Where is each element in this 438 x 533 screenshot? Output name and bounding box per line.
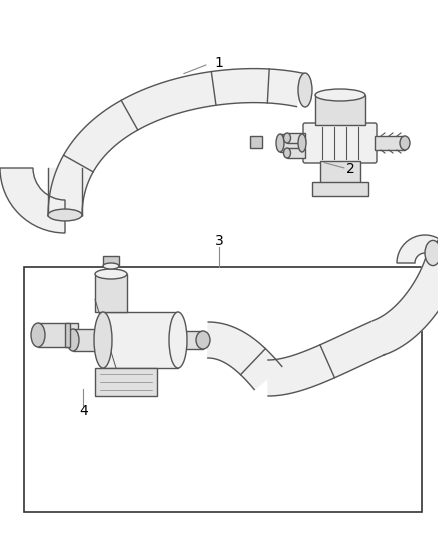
Ellipse shape xyxy=(196,331,210,349)
Ellipse shape xyxy=(95,269,127,279)
Wedge shape xyxy=(0,168,65,233)
Polygon shape xyxy=(208,322,282,390)
Ellipse shape xyxy=(31,323,45,347)
Bar xyxy=(280,134,302,152)
Ellipse shape xyxy=(169,312,187,368)
Polygon shape xyxy=(268,321,385,396)
Polygon shape xyxy=(48,168,82,215)
Text: 4: 4 xyxy=(79,405,88,418)
Ellipse shape xyxy=(48,209,82,221)
Polygon shape xyxy=(372,257,438,355)
Ellipse shape xyxy=(94,312,112,368)
Ellipse shape xyxy=(425,240,438,265)
Bar xyxy=(287,133,305,143)
Ellipse shape xyxy=(283,148,290,158)
Bar xyxy=(287,148,305,158)
Bar xyxy=(103,312,178,368)
Bar xyxy=(24,267,422,512)
Bar xyxy=(73,329,103,351)
Bar xyxy=(375,136,405,150)
Bar xyxy=(95,274,127,312)
Ellipse shape xyxy=(315,89,365,101)
FancyBboxPatch shape xyxy=(303,123,377,163)
Polygon shape xyxy=(48,69,304,216)
Ellipse shape xyxy=(103,263,119,269)
Bar xyxy=(38,323,78,347)
Bar xyxy=(250,136,262,148)
Text: 2: 2 xyxy=(346,163,355,176)
Text: 1: 1 xyxy=(215,56,223,70)
Ellipse shape xyxy=(283,133,290,143)
Bar xyxy=(315,95,365,125)
Ellipse shape xyxy=(400,136,410,150)
Bar xyxy=(103,256,119,266)
Wedge shape xyxy=(397,235,438,263)
Ellipse shape xyxy=(67,329,79,351)
Ellipse shape xyxy=(298,73,312,107)
Bar xyxy=(95,368,157,396)
Ellipse shape xyxy=(276,134,284,152)
Text: 3: 3 xyxy=(215,235,223,248)
Ellipse shape xyxy=(298,134,306,152)
Bar xyxy=(320,161,360,183)
Bar xyxy=(175,331,203,349)
Bar xyxy=(65,323,70,347)
Bar xyxy=(312,182,368,196)
